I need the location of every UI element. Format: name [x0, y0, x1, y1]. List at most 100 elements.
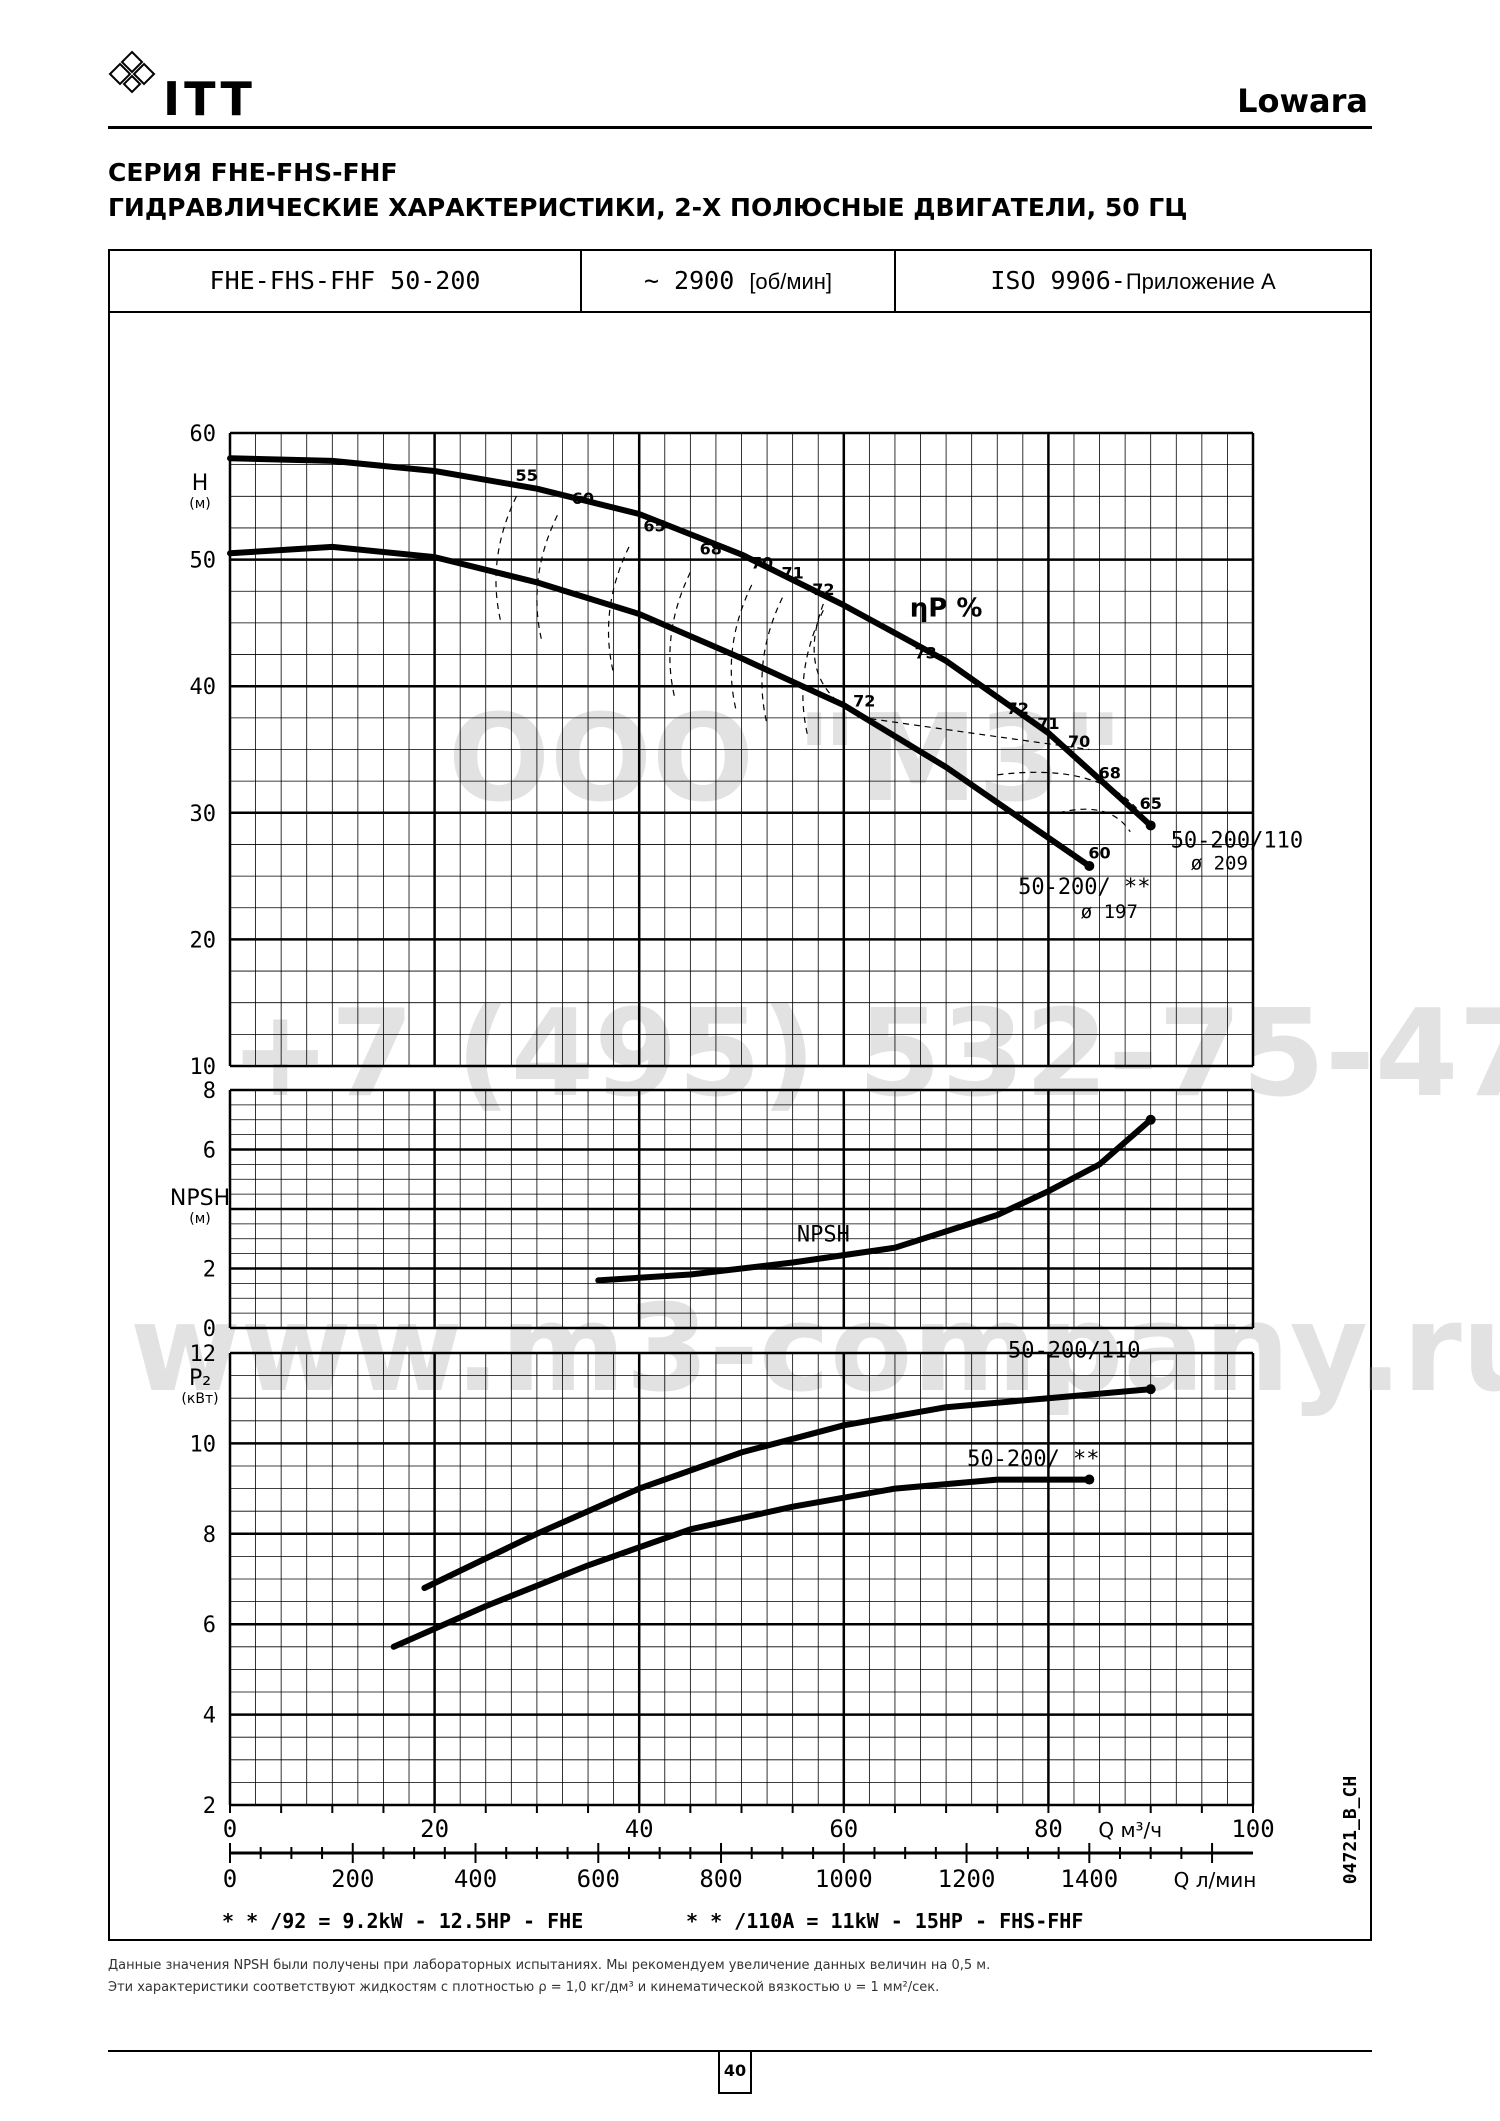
standard-annex: Приложение А: [1125, 269, 1276, 294]
efficiency-value: 70: [1068, 732, 1090, 751]
x2-tick: 0: [223, 1865, 237, 1893]
power-y-tick: 4: [203, 1704, 216, 1729]
efficiency-value: 55: [516, 466, 538, 485]
head-y-tick: 50: [190, 549, 217, 574]
power-y-tick: 10: [190, 1432, 217, 1457]
head-label-std: 50-200/ **: [1018, 875, 1150, 900]
chart-title: ГИДРАВЛИЧЕСКИЕ ХАРАКТЕРИСТИКИ, 2-Х ПОЛЮС…: [108, 193, 1188, 222]
head-y-tick: 60: [190, 422, 217, 447]
npsh-y-tick: 8: [203, 1079, 216, 1104]
brand-logo-text: ITT: [163, 72, 256, 126]
efficiency-value: 60: [1088, 843, 1110, 862]
efficiency-label: ηP %: [910, 594, 983, 624]
speed-unit: [об/мин]: [749, 269, 833, 294]
npsh-ylabel: NPSH: [170, 1186, 230, 1211]
efficiency-iso-line: [536, 515, 558, 643]
x2-tick: 200: [331, 1865, 374, 1893]
x-axis-label: Q м³/ч: [1098, 1818, 1162, 1842]
footer-rule: [108, 2050, 1372, 2052]
power-y-tick: 8: [203, 1523, 216, 1548]
npsh-curve-label: NPSH: [797, 1223, 850, 1248]
power-label-110: 50-200/110: [1008, 1339, 1140, 1364]
page-number: 40: [718, 2050, 752, 2094]
efficiency-value: 72: [853, 691, 875, 710]
head-ylabel: H: [192, 471, 209, 496]
power-y-tick: 2: [203, 1794, 216, 1819]
power-end-point: [1084, 1474, 1095, 1485]
efficiency-iso-line: [802, 609, 824, 737]
standard-cell: ISO 9906-Приложение А: [896, 251, 1370, 311]
npsh-y-tick: 2: [203, 1258, 216, 1283]
npsh-note: Данные значения NPSH были получены при л…: [108, 1958, 991, 1973]
standard-code: ISO 9906-: [990, 266, 1126, 295]
series-title: СЕРИЯ FHE-FHS-FHF: [108, 158, 398, 187]
head-y-tick: 40: [190, 675, 217, 700]
x2-tick: 1200: [938, 1865, 996, 1893]
legend-note-fhe: * * /92 = 9.2kW - 12.5HP - FHE: [222, 1909, 583, 1933]
x2-tick: 1000: [815, 1865, 873, 1893]
efficiency-value: 65: [643, 517, 665, 536]
chart-code: 04721_B_CH: [1340, 1776, 1361, 1884]
head-y-tick: 30: [190, 802, 217, 827]
efficiency-value: 68: [700, 540, 722, 559]
x2-tick: 1400: [1060, 1865, 1118, 1893]
head-diameter-197: ø 197: [1081, 901, 1138, 923]
x-tick: 60: [829, 1815, 858, 1843]
efficiency-iso-line: [607, 546, 630, 674]
x2-tick: 400: [454, 1865, 497, 1893]
head-end-point: [1145, 820, 1156, 831]
npsh-y-tick: 6: [203, 1139, 216, 1164]
npsh-yunit: (м): [189, 1211, 211, 1227]
efficiency-value: 72: [1007, 699, 1029, 718]
npsh-series-0: [595, 1116, 1154, 1284]
power-series-0: [421, 1386, 1154, 1591]
legend-note-fhs: * * /110A = 11kW - 15HP - FHS-FHF: [686, 1909, 1083, 1933]
watermark-phone: +7 (495) 532-75-47: [230, 985, 1500, 1124]
efficiency-iso-line: [669, 571, 691, 700]
watermark-url: www.m3-company.ru: [130, 1280, 1500, 1419]
efficiency-iso-line: [813, 603, 1090, 751]
power-y-tick: 6: [203, 1613, 216, 1638]
x-tick: 0: [223, 1815, 237, 1843]
speed-cell: ~ 2900 [об/мин]: [582, 251, 896, 311]
efficiency-value: 73: [915, 643, 937, 662]
power-yunit: (кВт): [181, 1391, 218, 1407]
efficiency-iso-line: [761, 597, 783, 725]
head-end-point: [1084, 860, 1095, 871]
model-cell: FHE-FHS-FHF 50-200: [110, 251, 582, 311]
power-ylabel: P₂: [189, 1366, 211, 1391]
npsh-panel: [228, 1088, 1255, 1330]
power-series-1: [390, 1476, 1093, 1650]
speed-value: ~ 2900: [643, 266, 735, 295]
efficiency-iso-line: [495, 496, 517, 624]
efficiency-value: 71: [1037, 714, 1059, 733]
head-diameter-209: ø 209: [1191, 852, 1248, 874]
x2-tick: 600: [577, 1865, 620, 1893]
power-label-std: 50-200/ **: [967, 1447, 1099, 1472]
npsh-y-tick: 0: [203, 1317, 216, 1342]
header-rule: [108, 126, 1372, 129]
npsh-end-point: [1145, 1114, 1156, 1125]
head-yunit: (м): [189, 496, 211, 512]
efficiency-value: 68: [1099, 764, 1121, 783]
x2-tick: 800: [699, 1865, 742, 1893]
watermark-company: ООО "М3": [448, 690, 1124, 829]
efficiency-iso-line: [730, 584, 753, 712]
x-tick: 80: [1034, 1815, 1063, 1843]
head-y-tick: 20: [190, 928, 217, 953]
efficiency-value: 71: [782, 564, 804, 583]
info-row: FHE-FHS-FHF 50-200 ~ 2900 [об/мин] ISO 9…: [110, 251, 1370, 313]
head-series-1: [227, 543, 1093, 869]
head-y-tick: 10: [190, 1055, 217, 1080]
chart-frame: [108, 249, 1372, 1941]
lowara-brand: Lowara: [1237, 82, 1368, 120]
diamond-lattice-icon: [108, 50, 156, 94]
fluid-note: Эти характеристики соответствуют жидкост…: [108, 1980, 940, 1995]
x-tick: 100: [1231, 1815, 1274, 1843]
x-tick: 20: [420, 1815, 449, 1843]
efficiency-value: 70: [751, 553, 773, 572]
efficiency-value: 65: [1140, 794, 1162, 813]
efficiency-iso-line: [997, 771, 1141, 814]
power-y-tick: 12: [190, 1342, 217, 1367]
